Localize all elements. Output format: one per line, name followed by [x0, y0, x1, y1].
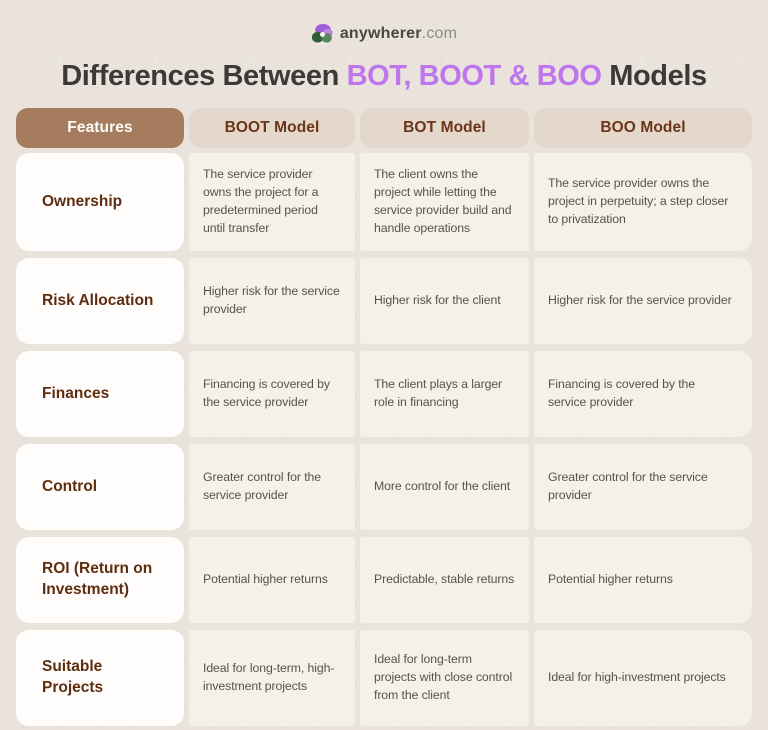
- cell-text: Higher risk for the service provider: [548, 293, 732, 308]
- brand-word: anywherer: [339, 25, 422, 42]
- boo-model-cell: Financing is covered by the service prov…: [534, 351, 752, 437]
- feature-cell: Risk Allocation: [16, 258, 184, 344]
- boot-model-cell: The service provider owns the project fo…: [189, 153, 355, 251]
- feature-cell: ROI (Return on Investment): [16, 537, 184, 623]
- cell-text: Higher risk for the service provider: [203, 284, 340, 316]
- feature-cell: Control: [16, 444, 184, 530]
- feature-cell: Ownership: [16, 153, 184, 251]
- boo-model-cell: Greater control for the service provider: [534, 444, 752, 530]
- boot-model-cell: Potential higher returns: [189, 537, 355, 623]
- bot-model-cell: The client owns the project while lettin…: [360, 153, 529, 251]
- cell-text: The service provider owns the project fo…: [203, 167, 319, 235]
- bot-model-cell: Predictable, stable returns: [360, 537, 529, 623]
- cell-text: Higher risk for the client: [374, 293, 501, 308]
- table-header-row: Features BOOT Model BOT Model BOO Model: [16, 108, 752, 148]
- cell-text: Greater control for the service provider: [203, 470, 321, 502]
- cell-text: Potential higher returns: [203, 572, 328, 587]
- cell-text: Ideal for long-term, high-investment pro…: [203, 661, 335, 693]
- cell-text: More control for the client: [374, 479, 511, 494]
- title-suffix: Models: [601, 60, 707, 92]
- brand-tld: .com: [421, 25, 458, 42]
- header-boo-model: BOO Model: [534, 108, 752, 148]
- header-bot-model: BOT Model: [360, 108, 529, 148]
- cell-text: Greater control for the service provider: [548, 470, 708, 502]
- feature-cell: Suitable Projects: [16, 630, 184, 726]
- table-row-control: Control Greater control for the service …: [16, 444, 752, 530]
- table-row-suitable-projects: Suitable Projects Ideal for long-term, h…: [16, 630, 752, 726]
- header-features: Features: [16, 108, 184, 148]
- bot-model-cell: The client plays a larger role in financ…: [360, 351, 529, 437]
- bot-model-cell: More control for the client: [360, 444, 529, 530]
- feature-cell: Finances: [16, 351, 184, 437]
- table-row-finances: Finances Financing is covered by the ser…: [16, 351, 752, 437]
- feature-label: Ownership: [42, 192, 123, 210]
- cell-text: Predictable, stable returns: [374, 572, 515, 587]
- boot-model-cell: Ideal for long-term, high-investment pro…: [189, 630, 355, 726]
- comparison-table: Features BOOT Model BOT Model BOO Model …: [16, 108, 752, 726]
- feature-label: ROI (Return on Investment): [42, 560, 153, 598]
- flower-globe-icon: [311, 23, 334, 45]
- brand-name: anywherer.com: [340, 25, 457, 43]
- cell-text: The client plays a larger role in financ…: [374, 377, 503, 409]
- feature-label: Risk Allocation: [42, 291, 154, 309]
- boot-model-cell: Higher risk for the service provider: [189, 258, 355, 344]
- cell-text: Financing is covered by the service prov…: [548, 377, 695, 409]
- table-row-ownership: Ownership The service provider owns the …: [16, 153, 752, 251]
- brand-logo: anywherer.com: [0, 0, 768, 47]
- boot-model-cell: Financing is covered by the service prov…: [189, 351, 355, 437]
- cell-text: Potential higher returns: [548, 572, 673, 587]
- boo-model-cell: Potential higher returns: [534, 537, 752, 623]
- cell-text: Ideal for high-investment projects: [548, 670, 726, 685]
- cell-text: The client owns the project while lettin…: [374, 167, 512, 235]
- feature-label: Control: [42, 477, 98, 495]
- page-title: Differences Between BOT, BOOT & BOO Mode…: [0, 57, 768, 95]
- boot-model-cell: Greater control for the service provider: [189, 444, 355, 530]
- boo-model-cell: Higher risk for the service provider: [534, 258, 752, 344]
- feature-label: Finances: [42, 384, 110, 402]
- boo-model-cell: Ideal for high-investment projects: [534, 630, 752, 726]
- bot-model-cell: Ideal for long-term projects with close …: [360, 630, 529, 726]
- title-highlight: BOT, BOOT & BOO: [346, 60, 602, 92]
- cell-text: Ideal for long-term projects with close …: [374, 652, 513, 702]
- header-boot-model: BOOT Model: [189, 108, 355, 148]
- feature-label: Suitable Projects: [42, 658, 104, 696]
- table-row-risk-allocation: Risk Allocation Higher risk for the serv…: [16, 258, 752, 344]
- cell-text: Financing is covered by the service prov…: [203, 377, 330, 409]
- title-prefix: Differences Between: [61, 60, 347, 92]
- bot-model-cell: Higher risk for the client: [360, 258, 529, 344]
- cell-text: The service provider owns the project in…: [548, 176, 729, 226]
- table-row-roi: ROI (Return on Investment) Potential hig…: [16, 537, 752, 623]
- boo-model-cell: The service provider owns the project in…: [534, 153, 752, 251]
